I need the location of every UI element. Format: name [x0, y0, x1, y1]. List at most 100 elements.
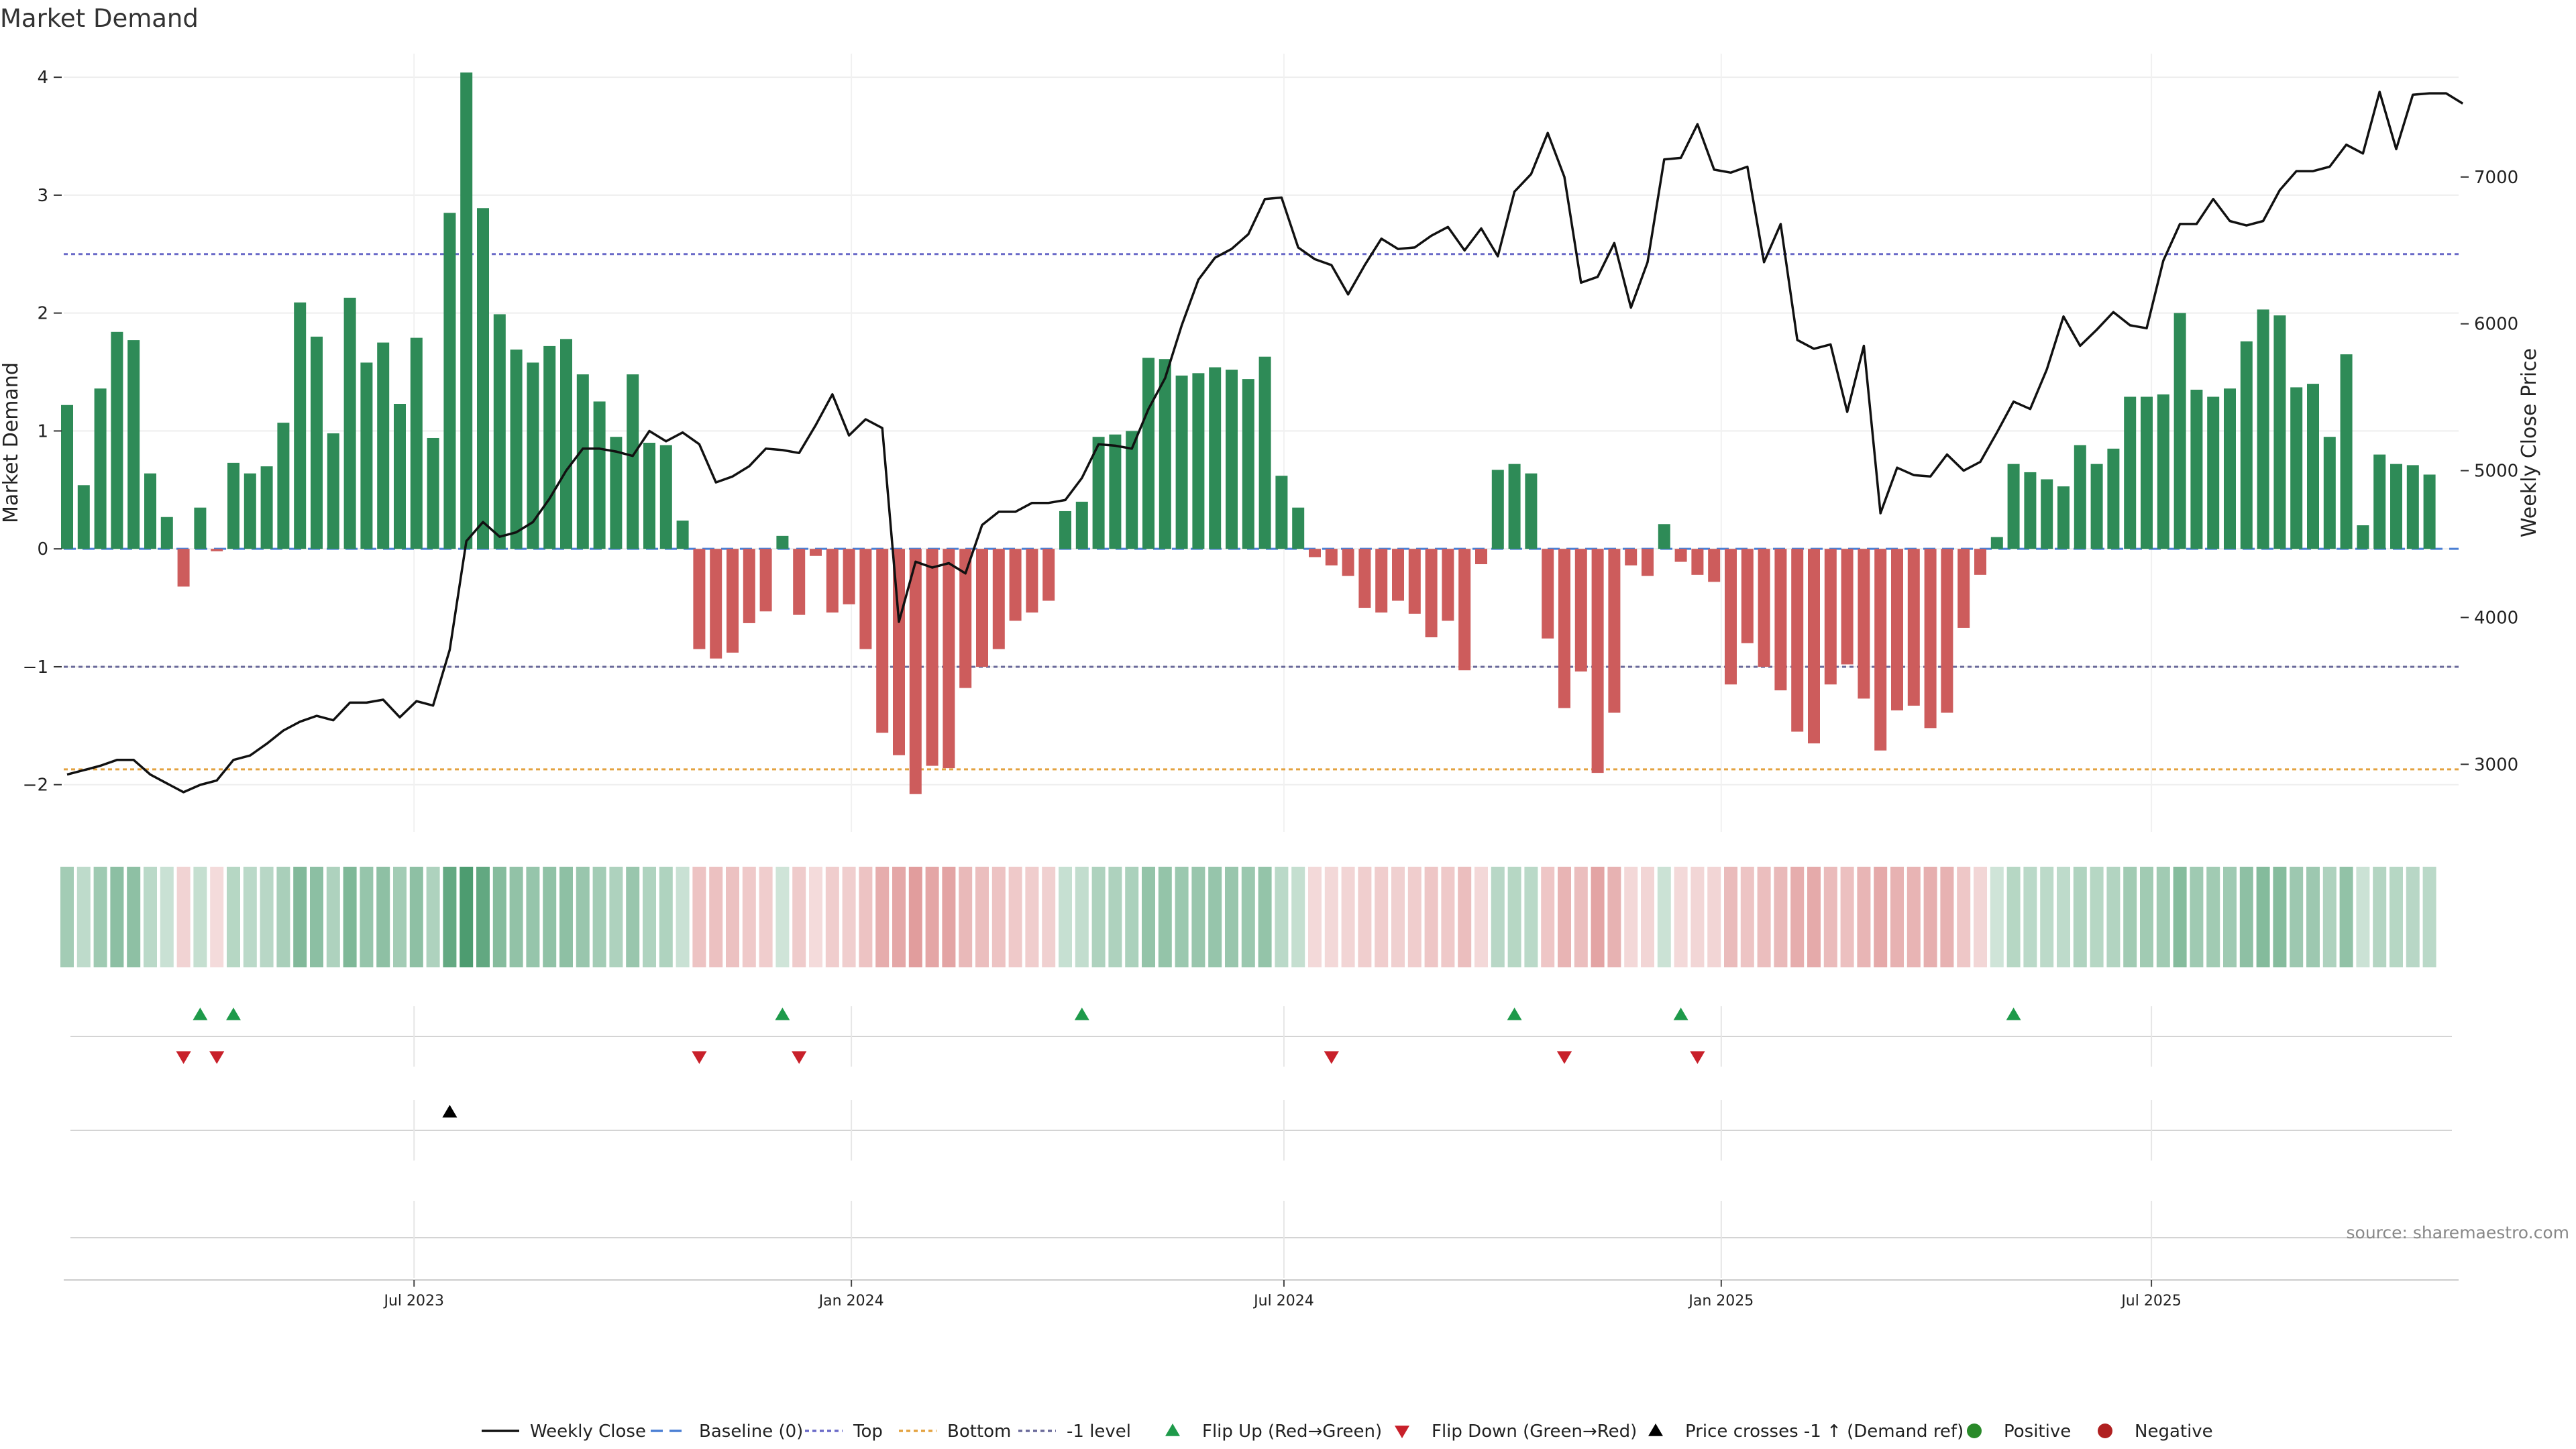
heat-cell — [576, 867, 590, 967]
heat-cell — [626, 867, 640, 967]
demand-bar — [1309, 549, 1321, 557]
y-right-tick-label: 7000 — [2474, 168, 2518, 188]
flip-down-marker — [176, 1051, 191, 1064]
x-tick-label: Jan 2024 — [818, 1293, 884, 1309]
demand-bar — [2406, 465, 2419, 549]
legend-label: Bottom — [947, 1421, 1011, 1442]
legend-item: Weekly Close — [482, 1421, 646, 1442]
heat-cell — [1823, 867, 1837, 967]
demand-bar — [360, 362, 373, 549]
demand-bar — [94, 388, 107, 549]
heat-cell — [2140, 867, 2153, 967]
heat-cell — [2406, 867, 2420, 967]
flip-down-marker — [209, 1051, 225, 1064]
heat-cell — [2090, 867, 2104, 967]
flip-down-marker — [1690, 1051, 1705, 1064]
heat-cell — [1840, 867, 1854, 967]
y-left-tick-label: −2 — [23, 775, 48, 796]
demand-bar — [61, 405, 73, 549]
heat-cell — [1275, 867, 1289, 967]
demand-bar — [1725, 549, 1737, 685]
heat-cell — [991, 867, 1006, 967]
demand-bar — [659, 445, 672, 549]
x-tick-label: Jul 2024 — [1252, 1293, 1314, 1309]
legend-item: -1 level — [1018, 1421, 1131, 1442]
demand-bar — [1824, 549, 1837, 685]
demand-bar — [959, 549, 972, 688]
flip-up-marker — [2006, 1008, 2021, 1020]
heat-cell — [659, 867, 673, 967]
heat-cell — [492, 867, 506, 967]
heat-cell — [509, 867, 523, 967]
heat-cell — [476, 867, 490, 967]
demand-bar — [1558, 549, 1570, 708]
demand-bar — [727, 549, 739, 653]
heat-cell — [892, 867, 906, 967]
heat-cell — [460, 867, 474, 967]
demand-bar — [2174, 313, 2186, 549]
legend-item: Flip Up (Red→Green) — [1165, 1421, 1382, 1442]
demand-bar — [1708, 549, 1721, 582]
demand-bar — [1209, 367, 1222, 549]
heat-cell — [1142, 867, 1155, 967]
legend-item: Baseline (0) — [651, 1421, 803, 1442]
source-credit: source: sharemaestro.com — [2347, 1223, 2570, 1242]
heat-cell — [2123, 867, 2137, 967]
heat-cell — [1923, 867, 1937, 967]
heat-cell — [2273, 867, 2287, 967]
y-left-tick-label: 0 — [37, 539, 48, 559]
legend-item: Bottom — [899, 1421, 1011, 1442]
heat-cell — [1707, 867, 1721, 967]
heat-cell — [2339, 867, 2353, 967]
demand-bar — [1142, 358, 1155, 549]
legend-swatch — [1165, 1424, 1180, 1436]
demand-heat-strip — [60, 867, 2436, 967]
heat-cell — [1724, 867, 1737, 967]
demand-bar — [643, 443, 655, 549]
heat-cell — [310, 867, 323, 967]
heat-cell — [1491, 867, 1505, 967]
heat-cell — [1807, 867, 1821, 967]
demand-bar — [1491, 470, 1504, 549]
heat-cell — [1541, 867, 1555, 967]
heat-cell — [2057, 867, 2070, 967]
heat-cell — [1075, 867, 1089, 967]
demand-bar — [527, 362, 539, 549]
heat-cell — [2422, 867, 2436, 967]
demand-bar — [2041, 479, 2053, 549]
heat-cell — [842, 867, 856, 967]
demand-bar — [1741, 549, 1754, 643]
heat-cell — [260, 867, 274, 967]
demand-bar — [394, 404, 406, 549]
demand-bar — [260, 466, 273, 549]
heat-cell — [1441, 867, 1455, 967]
demand-bar — [826, 549, 839, 613]
heat-cell — [1524, 867, 1538, 967]
heat-cell — [276, 867, 290, 967]
demand-bar — [1642, 549, 1654, 576]
demand-bar — [693, 549, 706, 649]
heat-cell — [1857, 867, 1871, 967]
x-tick-label: Jan 2025 — [1687, 1293, 1754, 1309]
demand-bar — [2207, 396, 2220, 549]
heat-cell — [1375, 867, 1389, 967]
demand-bar — [2257, 309, 2269, 549]
demand-bar — [576, 374, 589, 549]
demand-bar — [1042, 549, 1055, 601]
demand-bar — [2141, 396, 2153, 549]
heat-cell — [759, 867, 773, 967]
demand-bar — [1392, 549, 1404, 601]
heat-cell — [543, 867, 557, 967]
demand-bar — [144, 473, 156, 549]
demand-bar — [1075, 501, 1088, 549]
legend-label: Negative — [2135, 1421, 2213, 1442]
demand-bar — [2057, 486, 2070, 549]
demand-bar — [1159, 359, 1171, 549]
legend-item: Top — [805, 1421, 883, 1442]
demand-bar — [2290, 387, 2303, 549]
heat-cell — [1358, 867, 1372, 967]
heat-cell — [2106, 867, 2121, 967]
demand-bar — [111, 331, 123, 549]
demand-bar — [477, 208, 489, 549]
